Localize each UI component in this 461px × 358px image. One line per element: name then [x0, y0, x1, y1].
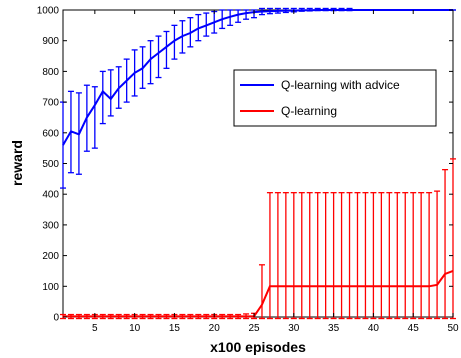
error-bar: [386, 192, 393, 320]
error-bar: [442, 168, 449, 320]
error-bar: [394, 192, 401, 320]
legend-box: [233, 69, 437, 127]
x-tick-label: 15: [169, 323, 181, 334]
x-tick-label: 20: [209, 323, 221, 334]
error-bar: [410, 192, 417, 320]
error-bar: [330, 192, 337, 320]
error-bar: [99, 70, 106, 125]
error-bar: [91, 86, 98, 149]
error-bar: [346, 192, 353, 320]
x-axis-ticks: 5 10 15 20 25 30 35 40 45 50: [92, 10, 459, 334]
error-bar: [290, 192, 297, 320]
y-tick-label: 500: [42, 159, 59, 170]
x-axis-title: x100 episodes: [210, 339, 306, 355]
legend: Q-learning with advice Q-learning: [233, 69, 437, 127]
error-bar: [266, 192, 273, 320]
series-line-0: [62, 9, 453, 146]
y-tick-label: 0: [53, 313, 59, 324]
error-bar: [418, 192, 425, 320]
x-tick-label: 40: [368, 323, 380, 334]
y-tick-label: 700: [42, 98, 59, 109]
series-lines: [62, 9, 454, 318]
error-bar: [370, 192, 377, 320]
y-tick-label: 900: [42, 36, 59, 47]
error-bar: [155, 35, 162, 79]
x-tick-label: 50: [447, 323, 459, 334]
legend-label-advice: Q-learning with advice: [281, 78, 400, 92]
y-tick-label: 300: [42, 220, 59, 231]
y-tick-label: 400: [42, 190, 59, 201]
error-bar: [450, 158, 456, 320]
x-tick-label: 5: [92, 323, 98, 334]
y-axis-ticks: 0 100 200 300 400 500 600 700 800 900 1000: [37, 6, 453, 324]
error-bar: [306, 192, 313, 320]
x-tick-label: 10: [129, 323, 141, 334]
error-bar: [378, 192, 385, 320]
y-tick-label: 200: [42, 251, 59, 262]
plot-area: [62, 9, 454, 318]
error-bar: [322, 192, 329, 320]
y-tick-label: 800: [42, 67, 59, 78]
error-bar: [354, 192, 361, 320]
error-bar: [282, 192, 289, 320]
error-bar: [243, 9, 250, 20]
x-tick-label: 25: [248, 323, 260, 334]
y-tick-label: 600: [42, 128, 59, 139]
x-tick-label: 30: [288, 323, 300, 334]
error-bar: [362, 192, 369, 320]
error-bar: [235, 9, 242, 23]
error-bar: [171, 24, 178, 60]
x-tick-label: 35: [328, 323, 340, 334]
error-bar: [298, 192, 305, 320]
error-bar: [426, 192, 433, 320]
y-tick-label: 1000: [37, 6, 60, 17]
error-bar: [338, 192, 345, 320]
error-bar: [434, 190, 441, 320]
error-bar: [258, 264, 265, 320]
legend-label-qlearning: Q-learning: [281, 104, 337, 118]
series-line-1: [63, 269, 454, 318]
error-bars: [60, 7, 456, 320]
y-tick-label: 100: [42, 282, 59, 293]
y-axis-title: reward: [9, 140, 25, 186]
x-tick-label: 45: [408, 323, 420, 334]
error-bar: [274, 192, 281, 320]
error-bar: [147, 40, 154, 85]
error-bar: [402, 192, 409, 320]
error-bar: [107, 69, 114, 117]
error-bar: [314, 192, 321, 320]
error-bar: [163, 30, 170, 69]
